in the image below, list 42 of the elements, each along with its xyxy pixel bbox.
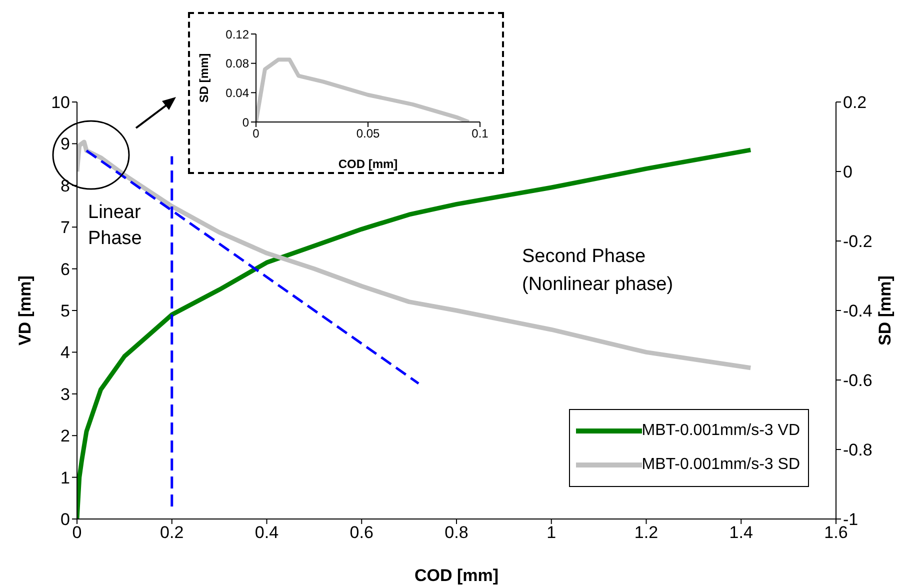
y-tick-label: 1 <box>60 468 70 488</box>
y-tick-label: 0 <box>242 115 250 130</box>
x-tick-label: 0.2 <box>160 523 184 542</box>
y-axis-title: SD [mm] <box>197 53 211 103</box>
x-tick-label: 0.8 <box>444 523 468 542</box>
y-tick-label: 10 <box>51 93 70 112</box>
x-tick-label: 0 <box>252 126 260 141</box>
x-tick-label: 0.6 <box>350 523 374 542</box>
y2-tick-label: -0.2 <box>843 232 872 252</box>
y2-tick-label: 0 <box>843 162 852 182</box>
y-tick-label: 5 <box>60 302 70 321</box>
annotation: Linear Phase <box>88 201 143 251</box>
y2-tick-label: -0.8 <box>843 440 872 460</box>
x-tick-label: 1 <box>546 523 556 542</box>
y2-tick-label: 0.2 <box>843 93 867 112</box>
y-tick-label: 6 <box>60 260 70 279</box>
legend-label: MBT-0.001mm/s-3 SD <box>642 456 800 474</box>
y2-axis-title: SD [mm] <box>876 276 894 346</box>
line-series <box>256 58 471 122</box>
x-tick-label: 0.4 <box>254 523 279 542</box>
y-tick-label: 0.08 <box>226 56 250 71</box>
y-tick-label: 0.12 <box>226 27 250 42</box>
x-axis-title: COD [mm] <box>414 566 499 585</box>
y-tick-label: 2 <box>60 426 70 446</box>
y-axis-title: VD [mm] <box>16 276 34 346</box>
y-tick-label: 0.04 <box>226 86 250 100</box>
x-tick-label: 1.6 <box>824 523 848 542</box>
x-tick-label: 1.4 <box>729 523 753 542</box>
x-axis-title: COD [mm] <box>338 157 398 171</box>
y2-tick-label: -0.6 <box>843 371 872 390</box>
x-tick-label: 0.1 <box>472 126 489 141</box>
y-tick-label: 9 <box>60 134 70 154</box>
x-tick-label: 1.2 <box>634 523 658 542</box>
y-tick-label: 3 <box>60 384 70 404</box>
x-tick-label: 0.05 <box>356 126 380 141</box>
y-tick-label: 0 <box>60 510 70 530</box>
y2-tick-label: -0.4 <box>843 302 872 321</box>
y-tick-label: 7 <box>60 218 70 238</box>
legend-label: MBT-0.001mm/s-3 VD <box>642 422 800 440</box>
annotation: Second Phase (Nonlinear phase) <box>522 245 674 297</box>
y-tick-label: 4 <box>60 343 70 362</box>
line-series <box>77 140 753 370</box>
